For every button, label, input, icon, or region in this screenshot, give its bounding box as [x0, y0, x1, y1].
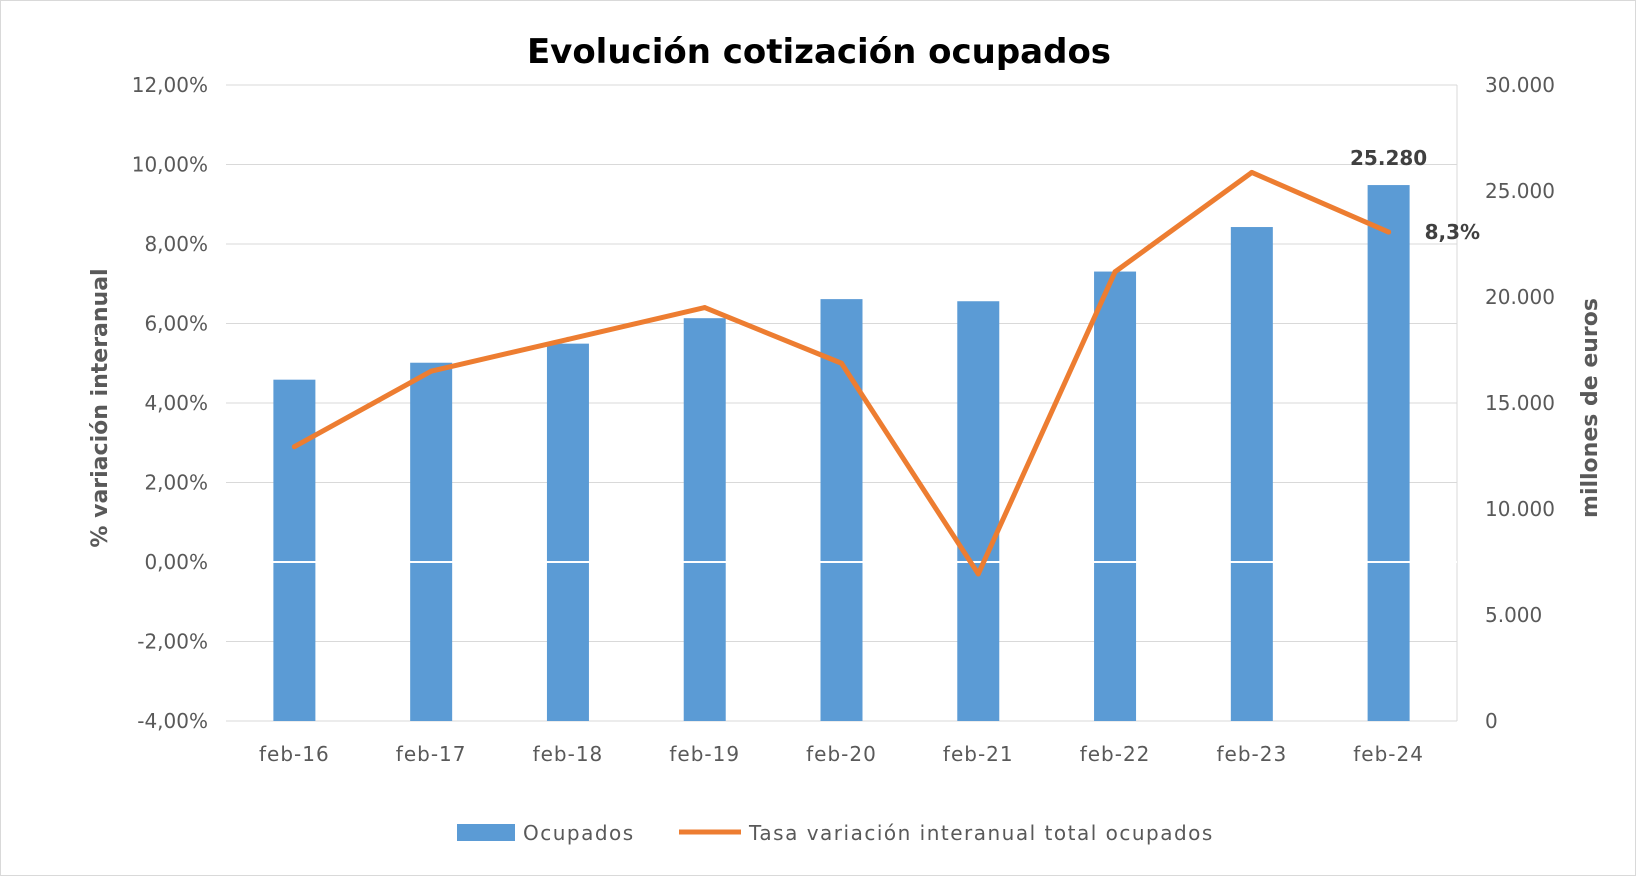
- right-tick-label: 5.000: [1485, 603, 1542, 627]
- point-feb-22: [1112, 269, 1118, 275]
- left-tick-label: 0,00%: [144, 550, 208, 574]
- data-labels: 25.280 8,3%: [1350, 146, 1480, 244]
- point-feb-21: [975, 571, 981, 577]
- left-tick-label: 2,00%: [144, 471, 208, 495]
- bar-feb-24: [1367, 185, 1410, 722]
- legend-label-ocupados: Ocupados: [523, 821, 635, 845]
- bar-feb-17: [410, 362, 453, 721]
- category-label: feb-17: [396, 742, 467, 766]
- right-axis-ticks: 0 5.000 10.000 15.000 20.000 25.000 30.000: [1485, 73, 1555, 733]
- left-axis-ticks: -4,00% -2,00% 0,00% 2,00% 4,00% 6,00% 8,00% 10,…: [132, 73, 208, 733]
- legend-swatch-ocupados: [457, 824, 515, 841]
- data-label-line: 8,3%: [1425, 220, 1480, 244]
- legend: Ocupados Tasa variación interanual total…: [457, 821, 1214, 845]
- bar-feb-22: [1094, 271, 1137, 721]
- line-series-tasa: [291, 169, 1392, 577]
- bar-feb-20: [820, 299, 863, 721]
- right-tick-label: 10.000: [1485, 497, 1555, 521]
- category-label: feb-16: [259, 742, 330, 766]
- right-axis-title: millones de euros: [1578, 298, 1603, 518]
- right-tick-label: 20.000: [1485, 285, 1555, 309]
- category-label: feb-19: [669, 742, 740, 766]
- point-feb-17: [428, 368, 434, 374]
- point-feb-18: [565, 336, 571, 342]
- chart-title: Evolución cotización ocupados: [527, 32, 1111, 72]
- point-feb-20: [839, 360, 844, 366]
- right-tick-label: 30.000: [1485, 73, 1555, 97]
- left-tick-label: -4,00%: [137, 709, 208, 733]
- point-feb-19: [702, 305, 708, 311]
- left-tick-label: 10,00%: [132, 153, 208, 177]
- left-tick-label: 6,00%: [144, 312, 208, 336]
- data-label-bar: 25.280: [1350, 146, 1427, 170]
- left-tick-label: -2,00%: [137, 630, 208, 654]
- bar-feb-21: [957, 301, 1000, 721]
- category-label: feb-18: [533, 742, 604, 766]
- category-label: feb-20: [806, 742, 877, 766]
- bar-feb-19: [683, 318, 726, 721]
- point-feb-24: [1386, 229, 1392, 235]
- point-feb-16: [291, 444, 297, 450]
- category-label: feb-24: [1353, 742, 1424, 766]
- category-label: feb-21: [943, 742, 1014, 766]
- legend-label-tasa: Tasa variación interanual total ocupados: [748, 821, 1214, 845]
- point-feb-23: [1249, 169, 1255, 175]
- category-axis-ticks: feb-16 feb-17 feb-18 feb-19 feb-20 feb-21 feb-…: [259, 742, 1424, 766]
- left-axis-title: % variación interanual: [88, 268, 113, 547]
- left-tick-label: 8,00%: [144, 232, 208, 256]
- bar-feb-18: [546, 343, 589, 721]
- bar-feb-23: [1230, 227, 1273, 722]
- bar-feb-16: [273, 379, 316, 721]
- left-tick-label: 4,00%: [144, 391, 208, 415]
- right-tick-label: 0: [1485, 709, 1498, 733]
- bar-series-ocupados: [273, 185, 1410, 722]
- category-label: feb-23: [1216, 742, 1287, 766]
- category-label: feb-22: [1080, 742, 1151, 766]
- right-tick-label: 15.000: [1485, 391, 1555, 415]
- left-tick-label: 12,00%: [132, 73, 208, 97]
- right-tick-label: 25.000: [1485, 179, 1555, 203]
